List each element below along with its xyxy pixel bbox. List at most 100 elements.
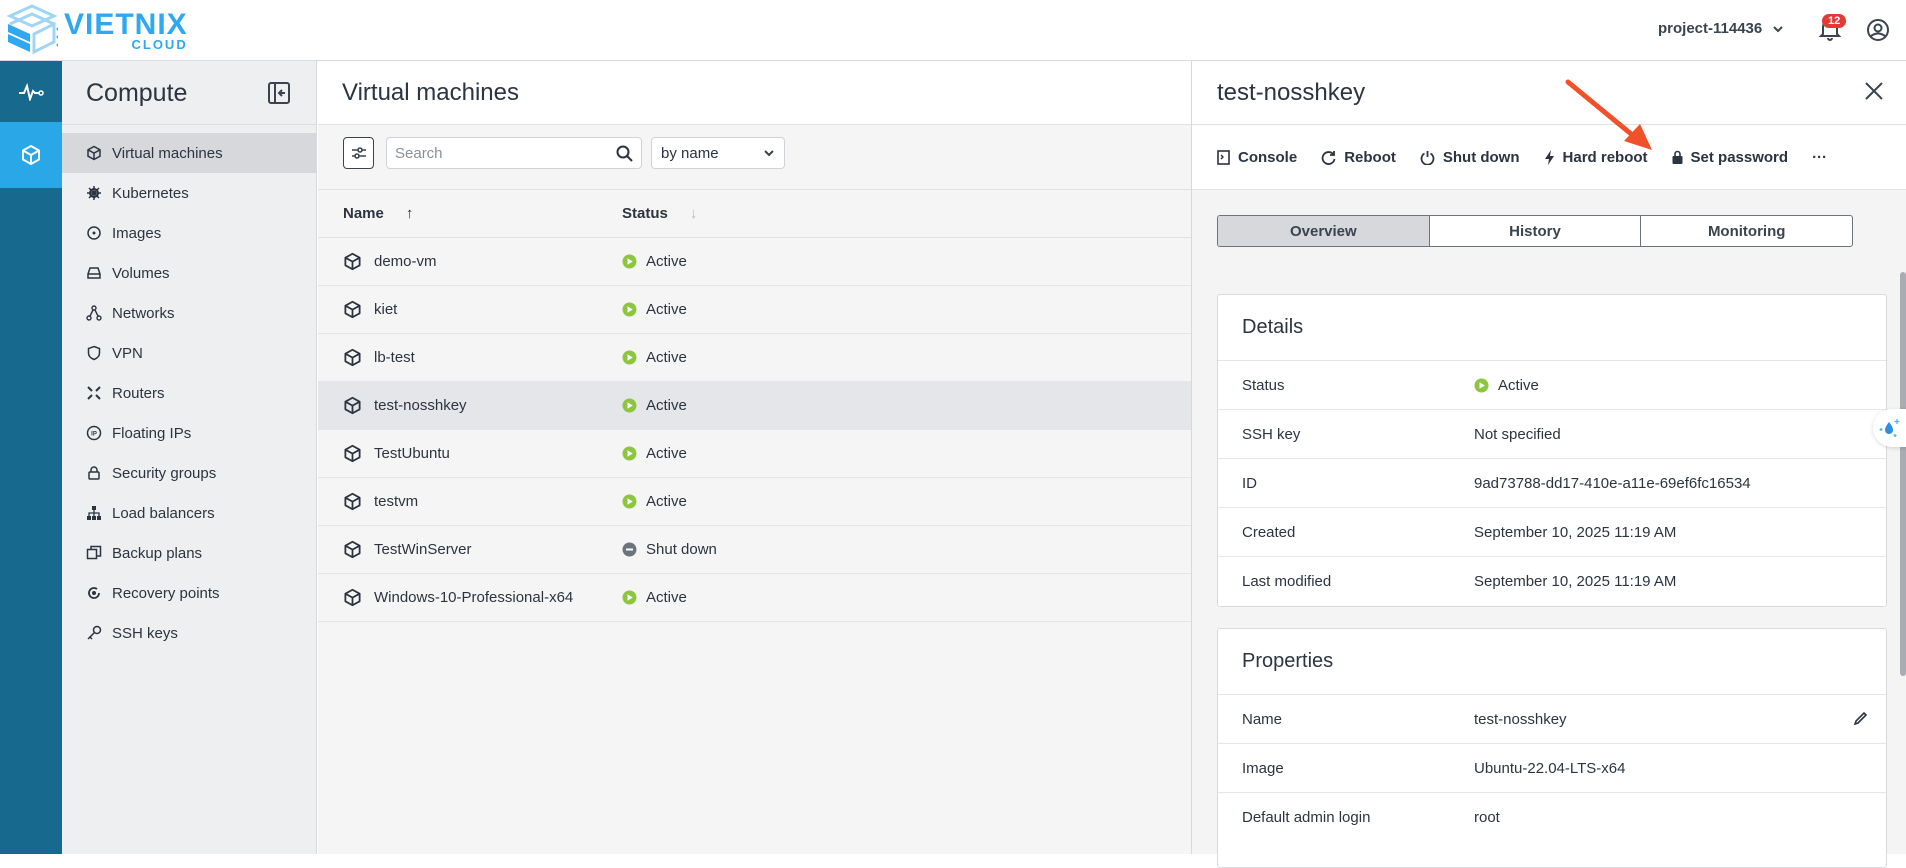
- table-row[interactable]: demo-vm Active: [318, 238, 1191, 286]
- tab-history[interactable]: History: [1430, 216, 1642, 246]
- search-field[interactable]: [386, 137, 642, 169]
- project-selector[interactable]: project-114436: [1658, 20, 1784, 37]
- tab-monitoring[interactable]: Monitoring: [1707, 222, 1786, 240]
- vm-status: Active: [646, 397, 687, 414]
- property-label: Default admin login: [1242, 809, 1371, 826]
- droplet-sparkle-icon: [1879, 419, 1900, 437]
- status-active-icon: [622, 398, 637, 413]
- status-active-icon: [1474, 378, 1489, 392]
- cube-icon: [344, 492, 361, 511]
- column-name[interactable]: Name ↑: [318, 205, 622, 222]
- set-password-button[interactable]: Set password: [1672, 148, 1789, 166]
- pulse-icon: [19, 82, 44, 101]
- vm-detail-panel: test-nosshkey Console Reboot Shut down H…: [1191, 61, 1906, 868]
- property-value: Ubuntu-22.04-LTS-x64: [1474, 759, 1626, 777]
- vm-status: Active: [646, 301, 687, 318]
- sidebar-item-load-balancers[interactable]: Load balancers: [62, 493, 316, 533]
- reboot-icon: [1321, 150, 1336, 165]
- table-row[interactable]: test-nosshkey Active: [318, 382, 1191, 430]
- sidebar-item-routers[interactable]: Routers: [62, 373, 316, 413]
- vm-name: testvm: [374, 493, 419, 510]
- vm-status: Active: [646, 493, 687, 510]
- sidebar-item-security-groups[interactable]: Security groups: [62, 453, 316, 493]
- property-row: Default admin login root: [1218, 793, 1886, 842]
- network-icon: [86, 305, 102, 321]
- console-button[interactable]: Console: [1217, 149, 1297, 166]
- sidebar-item-images[interactable]: Images: [62, 213, 316, 253]
- cube-icon: [344, 348, 361, 367]
- cube-icon: [344, 396, 361, 415]
- key-icon: [87, 625, 102, 640]
- sidebar-item-floating-ips[interactable]: IP Floating IPs: [62, 413, 316, 453]
- detail-label: Created: [1242, 523, 1296, 541]
- vm-status: Active: [646, 253, 687, 270]
- shutdown-label: Shut down: [1442, 148, 1520, 166]
- status-active-icon: [622, 302, 637, 317]
- sort-desc-icon[interactable]: ↓: [689, 205, 698, 222]
- sidebar-item-volumes[interactable]: Volumes: [62, 253, 316, 293]
- detail-row: Last modified September 10, 2025 11:19 AM: [1218, 557, 1886, 606]
- table-row[interactable]: lb-test Active: [318, 334, 1191, 382]
- brand-sub: CLOUD: [131, 36, 188, 52]
- vm-name: kiet: [374, 301, 398, 318]
- helm-icon: [87, 186, 101, 200]
- ellipsis-icon: ···: [1812, 148, 1828, 166]
- close-icon[interactable]: [1864, 81, 1884, 101]
- search-input[interactable]: [395, 144, 616, 162]
- sidebar-item-vpn[interactable]: VPN: [62, 333, 316, 373]
- status-active-icon: [622, 350, 637, 365]
- sort-select[interactable]: by name: [651, 137, 785, 169]
- cube-icon: [344, 300, 361, 319]
- page-title: Virtual machines: [342, 79, 519, 106]
- set-password-label: Set password: [1690, 148, 1789, 166]
- table-row[interactable]: kiet Active: [318, 286, 1191, 334]
- column-status[interactable]: Status ↓: [622, 205, 697, 222]
- hard-reboot-button[interactable]: Hard reboot: [1544, 149, 1648, 166]
- detail-tabs: Overview History Monitoring: [1217, 215, 1853, 247]
- restore-icon: [88, 587, 100, 599]
- filter-button[interactable]: [343, 137, 374, 169]
- sort-asc-icon[interactable]: ↑: [405, 205, 414, 222]
- reboot-button[interactable]: Reboot: [1321, 149, 1396, 166]
- search-icon[interactable]: [616, 145, 633, 162]
- sidebar-item-kubernetes[interactable]: Kubernetes: [62, 173, 316, 213]
- detail-value: 9ad73788-dd17-410e-a11e-69ef6fc16534: [1474, 474, 1751, 492]
- vm-name: test-nosshkey: [374, 397, 467, 414]
- sidebar-item-backup-plans[interactable]: Backup plans: [62, 533, 316, 573]
- vm-list-panel: Virtual machines by name Name ↑ Status ↓ d…: [318, 61, 1191, 854]
- detail-value: September 10, 2025 11:19 AM: [1474, 573, 1677, 590]
- cube-icon: [87, 145, 101, 161]
- brand-name: VIETNIX: [64, 7, 188, 41]
- vietnix-logo[interactable]: VIETNIX CLOUD: [6, 4, 188, 56]
- sidebar-item-virtual-machines[interactable]: Virtual machines: [62, 133, 316, 173]
- panel-scrollbar[interactable]: [1900, 272, 1906, 676]
- more-actions-button[interactable]: ···: [1812, 149, 1827, 166]
- cube-icon: [344, 252, 361, 271]
- assistant-floating-button[interactable]: [1873, 409, 1906, 447]
- sidebar-item-recovery-points[interactable]: Recovery points: [62, 573, 316, 613]
- collapse-sidebar-icon[interactable]: [268, 82, 290, 104]
- user-avatar-icon[interactable]: [1866, 18, 1890, 42]
- table-row[interactable]: TestUbuntu Active: [318, 430, 1191, 478]
- detail-value: Active: [1498, 376, 1539, 394]
- shutdown-button[interactable]: Shut down: [1420, 149, 1520, 166]
- rail-item-monitoring[interactable]: [0, 61, 62, 122]
- status-active-icon: [622, 494, 637, 509]
- vm-status: Active: [646, 589, 687, 606]
- detail-row: ID 9ad73788-dd17-410e-a11e-69ef6fc16534: [1218, 459, 1886, 508]
- tab-overview[interactable]: Overview: [1218, 216, 1430, 246]
- copy-icon: [86, 545, 102, 560]
- rail-item-compute[interactable]: [0, 122, 62, 188]
- table-row[interactable]: Windows-10-Professional-x64 Active: [318, 574, 1191, 622]
- sidebar-item-networks[interactable]: Networks: [62, 293, 316, 333]
- disc-icon: [87, 226, 101, 240]
- table-row[interactable]: TestWinServer Shut down: [318, 526, 1191, 574]
- vm-name: TestWinServer: [374, 541, 472, 558]
- router-icon: [87, 386, 101, 400]
- cube-icon: [22, 145, 40, 165]
- sidebar-item-ssh-keys[interactable]: SSH keys: [62, 613, 316, 653]
- table-row[interactable]: testvm Active: [318, 478, 1191, 526]
- cube-icon: [344, 588, 361, 607]
- sort-value: by name: [661, 144, 719, 162]
- pencil-icon[interactable]: [1853, 711, 1868, 726]
